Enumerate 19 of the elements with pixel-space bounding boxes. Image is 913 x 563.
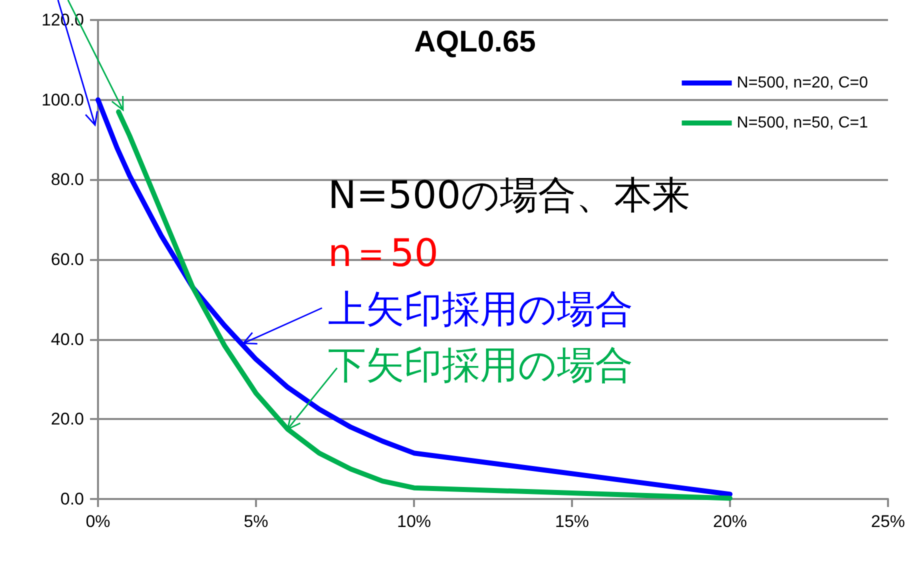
y-tick-label: 80.0 [50,170,84,190]
annotation: n＝50 [328,231,438,275]
x-tick-label: 25% [870,512,906,531]
y-tick-label: 40.0 [50,330,84,349]
annotation: 上矢印採用の場合 [328,287,633,331]
annotation: N=500の場合、本来 [328,173,690,217]
chart-title: AQL0.65 [414,26,536,58]
legend-label: N=500, n=50, C=1 [736,114,868,132]
x-tick-label: 0% [86,512,110,531]
y-tick-label: 100.0 [41,90,84,110]
x-tick-label: 5% [244,512,268,531]
y-tick-label: 0.0 [60,490,84,508]
x-tick-label: 20% [712,512,748,531]
legend-label: N=500, n=20, C=0 [736,74,868,92]
y-tick-label: 20.0 [50,410,84,429]
y-tick-label: 60.0 [50,250,84,269]
annotation: 下矢印採用の場合 [328,343,633,387]
x-tick-label: 15% [554,512,590,531]
x-tick-label: 10% [396,512,432,531]
